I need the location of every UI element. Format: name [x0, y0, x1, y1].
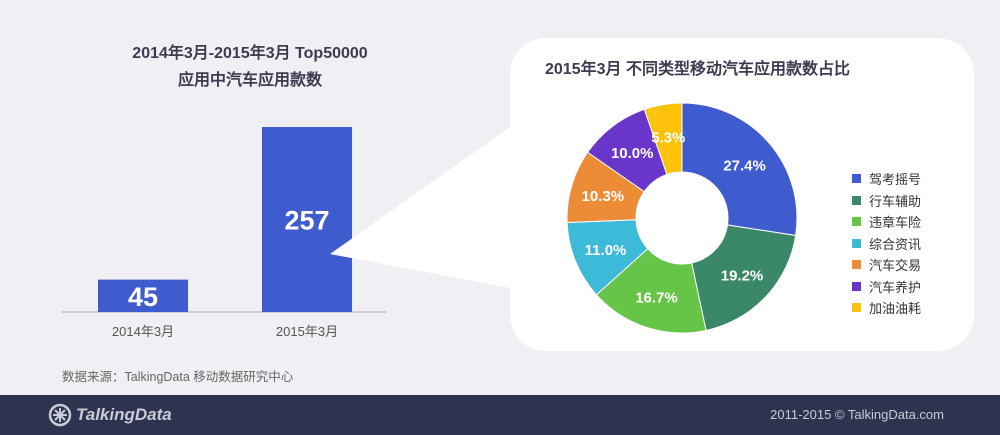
pie-slice-0	[681, 102, 798, 237]
legend-swatch-1	[852, 195, 861, 205]
legend-item-2: 违章车险	[852, 211, 921, 233]
legend-item-1: 行车辅助	[852, 190, 921, 212]
pie-chart-legend: 驾考摇号行车辅助违章车险综合资讯汽车交易汽车养护加油油耗	[852, 168, 921, 319]
brand-logo: TalkingData	[48, 403, 172, 427]
legend-swatch-0	[852, 174, 861, 184]
legend-label-2: 违章车险	[869, 215, 922, 231]
footer-bar: TalkingData 2011-2015 © TalkingData.com	[0, 395, 1000, 435]
pie-slice-label-4: 10.3%	[582, 188, 625, 205]
bar-chart-title-line1: 2014年3月-2015年3月 Top50000	[132, 45, 368, 62]
bar-chart-title-line2: 应用中汽车应用款数	[177, 72, 322, 89]
pie-slice-label-2: 16.7%	[635, 289, 678, 306]
bar-category-label-1: 2015年3月	[276, 324, 338, 339]
bar-chart: 45 2014年3月 257 2015年3月	[62, 127, 386, 339]
talkingdata-logo-icon	[48, 403, 72, 427]
legend-swatch-5	[852, 281, 861, 291]
legend-item-0: 驾考摇号	[852, 168, 921, 190]
callout-and-pie-chart: 27.4% 19.2% 16.7% 11.0% 10.3% 10.0%5.3%	[330, 102, 798, 334]
pie-slice-label-3: 11.0%	[585, 242, 627, 259]
legend-swatch-4	[852, 260, 861, 270]
legend-swatch-2	[852, 217, 861, 227]
bar-1	[262, 127, 352, 312]
legend-label-3: 综合资讯	[869, 236, 922, 252]
legend-label-4: 汽车交易	[869, 258, 922, 274]
pie-chart-title: 2015年3月 不同类型移动汽车应用款数占比	[545, 61, 850, 78]
legend-swatch-6	[852, 303, 861, 313]
pie-slice-label-6: 5.3%	[651, 130, 685, 147]
bar-0	[98, 279, 188, 312]
pie-slice-2	[595, 248, 707, 334]
brand-name: TalkingData	[76, 405, 172, 424]
callout-wedge	[330, 120, 520, 290]
legend-item-6: 加油油耗	[852, 297, 921, 319]
legend-label-6: 加油油耗	[869, 301, 922, 317]
legend-item-4: 汽车交易	[852, 254, 921, 276]
bar-category-label-0: 2014年3月	[112, 324, 174, 339]
copyright-text: 2011-2015 © TalkingData.com	[770, 407, 944, 422]
legend-swatch-3	[852, 238, 861, 248]
legend-label-1: 行车辅助	[869, 193, 922, 209]
pie-slice-label-5: 10.0%	[611, 145, 654, 162]
legend-item-3: 综合资讯	[852, 233, 921, 255]
bar-chart-title: 2014年3月-2015年3月 Top50000 应用中汽车应用款数	[60, 40, 440, 94]
bar-value-label-0: 45	[128, 282, 158, 312]
pie-slice-6	[643, 102, 683, 176]
data-source-note: 数据来源：TalkingData 移动数据研究中心	[62, 370, 294, 384]
pie-slice-label-1: 19.2%	[721, 268, 764, 285]
legend-item-5: 汽车养护	[852, 276, 921, 298]
legend-label-5: 汽车养护	[869, 279, 922, 295]
pie-slice-1	[691, 224, 797, 332]
pie-slice-label-0: 27.4%	[723, 157, 766, 174]
legend-label-0: 驾考摇号	[869, 172, 922, 188]
bar-value-label-1: 257	[284, 206, 329, 236]
